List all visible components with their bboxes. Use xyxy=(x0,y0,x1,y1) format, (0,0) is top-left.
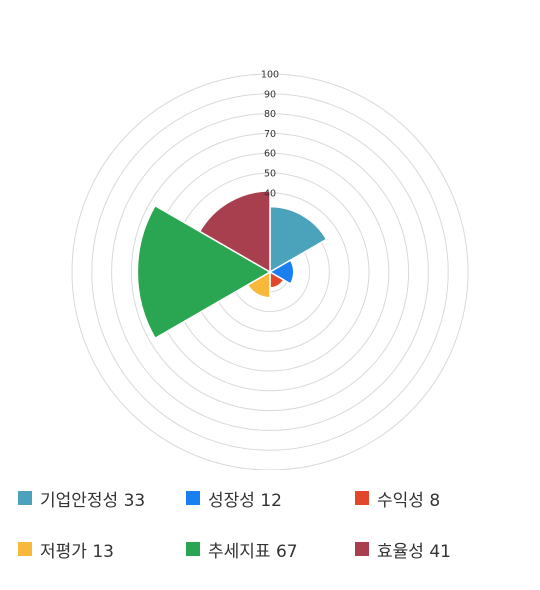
legend-label: 효율성 41 xyxy=(377,541,451,562)
radial-tick-labels: 100 90 80 70 60 50 40 xyxy=(261,70,279,200)
legend-swatch xyxy=(355,491,369,505)
sector-6[interactable] xyxy=(198,190,271,274)
data-sectors xyxy=(136,190,328,340)
legend-label: 기업안정성 33 xyxy=(40,490,146,511)
polar-area-chart: 100 90 80 70 60 50 40 xyxy=(71,70,469,470)
grid-ring xyxy=(130,132,410,412)
legend-item-trend[interactable]: 추세지표 67 xyxy=(186,535,298,563)
legend-item-efficiency[interactable]: 효율성 41 xyxy=(355,535,451,563)
legend-item-undervaluation[interactable]: 저평가 13 xyxy=(18,535,114,563)
tick-label: 80 xyxy=(264,109,276,120)
tick-label: 40 xyxy=(264,188,276,199)
legend-swatch xyxy=(186,491,200,505)
legend-label: 수익성 8 xyxy=(377,490,441,511)
grid-ring xyxy=(71,73,469,470)
legend-swatch xyxy=(18,491,32,505)
legend-item-stability[interactable]: 기업안정성 33 xyxy=(18,484,145,512)
sector-1[interactable] xyxy=(269,205,328,274)
tick-label: 50 xyxy=(264,169,276,180)
legend-swatch xyxy=(18,542,32,556)
grid-ring xyxy=(91,93,449,451)
tick-label: 70 xyxy=(264,129,276,140)
grid-ring xyxy=(111,113,429,431)
legend-item-profitability[interactable]: 수익성 8 xyxy=(355,484,440,512)
legend-label: 성장성 12 xyxy=(208,490,282,511)
legend-label: 저평가 13 xyxy=(40,541,114,562)
sector-2[interactable] xyxy=(268,259,295,285)
legend-label: 추세지표 67 xyxy=(208,541,298,562)
legend-item-growth[interactable]: 성장성 12 xyxy=(186,484,282,512)
sector-5[interactable] xyxy=(136,204,272,340)
tick-label: 90 xyxy=(264,89,276,100)
tick-label: 100 xyxy=(261,70,279,81)
tick-label: 60 xyxy=(264,149,276,160)
legend-swatch xyxy=(355,542,369,556)
legend-swatch xyxy=(186,542,200,556)
